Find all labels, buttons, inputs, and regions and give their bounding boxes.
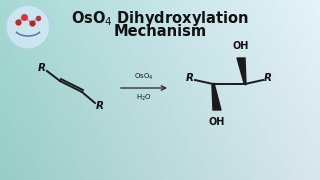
- Text: R: R: [96, 101, 104, 111]
- Text: Mechanism: Mechanism: [113, 24, 207, 39]
- Circle shape: [6, 5, 50, 49]
- Text: R: R: [264, 73, 272, 83]
- Text: OsO$_4$ Dihydroxylation: OsO$_4$ Dihydroxylation: [71, 8, 249, 28]
- Polygon shape: [237, 58, 246, 85]
- Text: OH: OH: [209, 117, 225, 127]
- Text: R: R: [38, 63, 46, 73]
- Text: R: R: [186, 73, 194, 83]
- Text: OsO$_4$: OsO$_4$: [134, 72, 154, 82]
- Polygon shape: [212, 83, 221, 110]
- Text: OH: OH: [233, 41, 249, 51]
- Text: H$_2$O: H$_2$O: [136, 93, 152, 103]
